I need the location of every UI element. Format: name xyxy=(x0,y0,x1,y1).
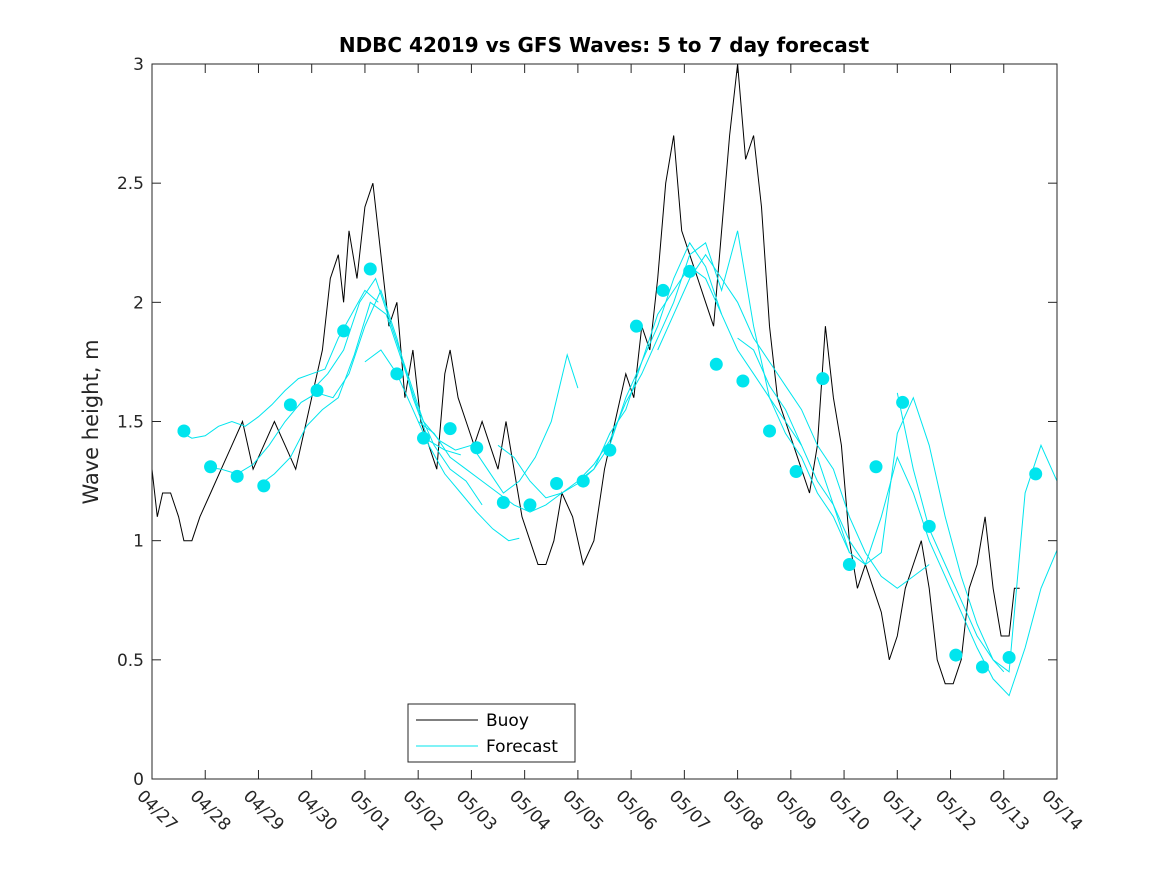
forecast-marker xyxy=(603,443,617,457)
forecast-series-line xyxy=(258,301,483,506)
forecast-marker xyxy=(363,262,377,276)
forecast-marker xyxy=(975,660,989,674)
forecast-marker xyxy=(496,496,510,510)
forecast-marker xyxy=(789,465,803,479)
plot-background xyxy=(152,64,1057,779)
forecast-marker xyxy=(869,460,883,474)
y-axis-label: Wave height, m xyxy=(79,339,103,504)
forecast-marker xyxy=(177,424,191,438)
forecast-marker xyxy=(470,441,484,455)
y-tick-label: 0.5 xyxy=(117,651,144,671)
axes-box xyxy=(151,63,1058,780)
forecast-marker xyxy=(576,474,590,488)
forecast-marker xyxy=(417,431,430,445)
forecast-marker xyxy=(763,424,777,438)
forecast-marker xyxy=(709,357,723,371)
forecast-series-line xyxy=(737,337,1005,673)
y-tick-label: 2 xyxy=(133,293,144,313)
legend-forecast-label: Forecast xyxy=(486,737,558,757)
legend: Buoy Forecast xyxy=(407,703,576,763)
forecast-marker xyxy=(390,367,404,381)
forecast-marker xyxy=(1029,467,1043,481)
forecast-marker xyxy=(230,469,244,483)
forecast-marker xyxy=(550,476,564,490)
forecast-marker xyxy=(922,519,936,533)
legend-box xyxy=(407,703,576,763)
forecast-marker xyxy=(283,398,297,412)
y-tick-label: 3 xyxy=(133,55,144,75)
forecast-marker xyxy=(257,479,271,493)
forecast-marker xyxy=(842,558,856,571)
forecast-marker xyxy=(683,264,697,278)
forecast-series-line xyxy=(497,265,802,499)
chart-title: NDBC 42019 vs GFS Waves: 5 to 7 day fore… xyxy=(339,33,870,57)
forecast-series-line xyxy=(657,253,930,589)
y-tick-label: 1 xyxy=(133,532,144,552)
forecast-marker xyxy=(949,648,963,662)
forecast-marker xyxy=(816,372,830,386)
forecast-series-line xyxy=(311,277,579,494)
forecast-marker xyxy=(656,283,670,297)
forecast-series-line xyxy=(205,289,461,475)
forecast-series-line xyxy=(417,241,723,513)
forecast-marker xyxy=(523,498,537,512)
y-tick-label: 1.5 xyxy=(117,413,144,433)
forecast-series-line xyxy=(816,455,1058,697)
forecast-marker xyxy=(1002,650,1016,664)
y-tick-label: 0 xyxy=(133,770,144,790)
forecast-marker xyxy=(337,324,351,338)
y-tick-label: 2.5 xyxy=(117,174,144,194)
forecast-marker xyxy=(204,460,218,474)
forecast-series-line xyxy=(364,349,520,542)
forecast-marker xyxy=(629,319,643,333)
forecast-marker xyxy=(896,395,910,409)
forecast-marker xyxy=(736,374,750,388)
legend-buoy-label: Buoy xyxy=(486,711,529,731)
forecast-marker xyxy=(443,422,457,436)
buoy-series-line xyxy=(151,63,1020,685)
forecast-marker xyxy=(310,384,324,398)
